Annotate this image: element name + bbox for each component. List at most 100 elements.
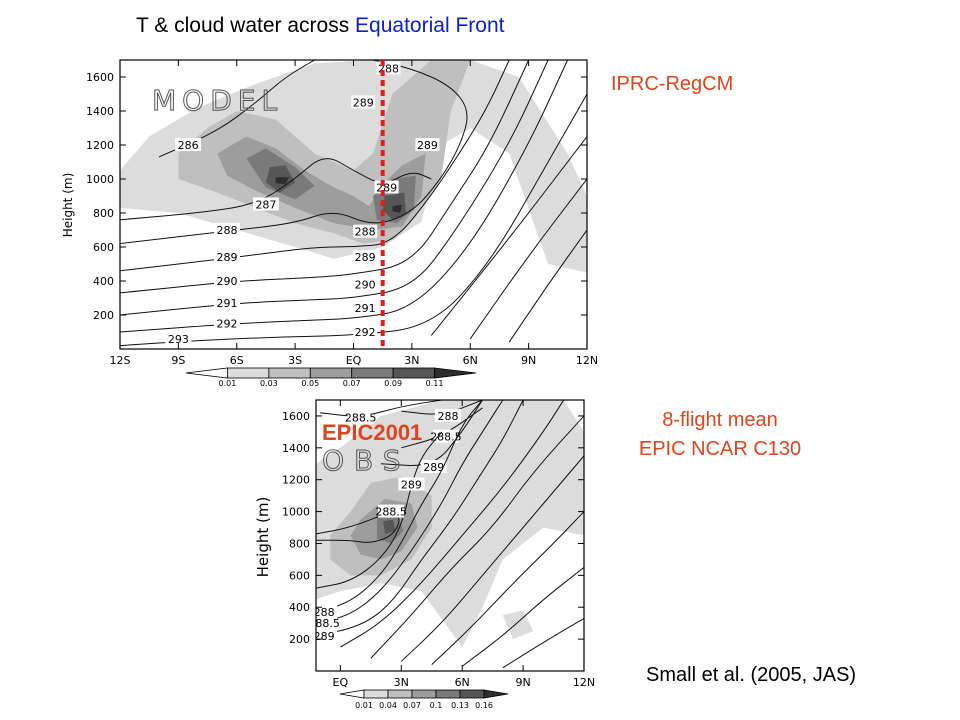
obs-cloud-region-4 [383,519,396,534]
obs-isotherm-label-0: 288.5 [345,412,377,425]
obs-ytick-label-0: 200 [289,633,310,646]
obs-xtick-label-4: 12N [573,676,595,689]
obs-isotherm-10 [370,415,584,659]
obs-isotherm-label-1: 288 [437,410,458,423]
model-extra-label-1: 289 [353,97,374,110]
obs-colorbar-label-0: 0.01 [355,701,373,710]
model-isotherm-4 [120,60,530,294]
obs-xtick-label-0: EQ [333,676,349,689]
obs-panel: 288.5 288288.5289289288.5288288.5289OBSEQ… [254,399,595,710]
model-extra-label-8: 292 [355,326,376,339]
model-isotherm-label-bg-1 [252,197,279,211]
model-extra-label-6: 290 [355,278,376,291]
model-isotherm-label-bg-2 [214,223,241,236]
obs-xtick-label-3: 9N [515,676,530,689]
obs-colorbar-seg-0 [339,689,365,699]
obs-cloud-region-5 [523,455,554,488]
model-isotherm-label-1: 287 [255,199,276,212]
model-isotherm-10 [508,229,587,343]
model-ytick-label-1: 400 [93,275,114,288]
model-ylabel: Height (m) [61,173,75,238]
model-extra-label-bg-2 [415,138,440,151]
obs-isotherm-label-4: 289 [401,478,422,491]
model-extra-label-bg-6 [353,277,378,291]
obs-colorbar-label-4: 0.13 [451,701,469,710]
obs-watermark: OBS [322,444,411,477]
model-isotherm-label-2: 288 [217,224,238,237]
obs-isotherm-12 [431,511,584,665]
obs-colorbar-label-5: 0.16 [475,701,493,710]
model-extra-label-4: 288 [355,226,376,239]
model-ytick-label-0: 200 [93,309,114,322]
obs-ytick-label-1: 400 [289,601,310,614]
obs-ytick-label-4: 1000 [282,506,310,519]
title-highlight: Equatorial Front [355,14,505,37]
obs-isotherm-label-bg-4 [398,477,425,491]
obs-colorbar: 0.01 0.04 0.07 0.1 0.13 0.16 [339,689,509,710]
model-colorbar-label-1: 0.03 [260,379,278,388]
campaign-label: EPIC2001 [322,420,422,445]
obs-isotherm-label-8: 289 [314,630,335,643]
obs-isotherm-13 [461,566,584,667]
obs-ytick-label-2: 600 [289,569,310,582]
model-isotherm-2 [120,60,468,245]
obs-cloud-region-6 [502,610,534,640]
model-xtick-label-2: 6S [230,354,244,367]
obs-colorbar-seg-5 [459,689,485,699]
model-extra-label-bg-7 [353,301,378,315]
title-prefix: T & cloud water across [136,14,356,37]
model-isotherm-label-bg-7 [165,331,192,345]
model-extra-label-bg-5 [353,250,378,264]
model-isotherm-0 [158,60,315,158]
model-extra-label-bg-8 [353,325,378,338]
model-colorbar-seg-1 [227,367,270,379]
model-extra-label-5: 289 [355,251,376,264]
obs-isotherm-2 [401,407,483,449]
obs-colorbar-seg-1 [363,689,389,699]
model-extra-label-bg-3 [374,180,399,194]
model-cloud-region-7 [275,177,290,185]
model-isotherm-label-3: 289 [217,251,238,264]
obs-isotherm-8 [316,400,524,637]
obs-isotherm-14 [502,617,584,669]
model-ytick-label-5: 1200 [86,139,114,152]
obs-xtick-label-1: 3N [394,676,409,689]
model-isotherm-label-bg-4 [214,274,241,287]
obs-isotherm-label-bg-5 [378,504,405,518]
model-colorbar-seg-0 [185,367,228,379]
model-isotherm-label-bg-5 [214,296,241,310]
model-colorbar-seg-5 [392,367,435,379]
obs-label-2: EPIC NCAR C130 [638,438,802,460]
obs-ytick-label-3: 800 [289,537,310,550]
obs-frame [315,399,585,672]
model-plot-area: 2862872882892902912922932882892892892882… [120,60,587,349]
model-xtick-label-1: 9S [171,354,185,367]
model-ytick-label-4: 1000 [86,173,114,186]
obs-cloud-region-0 [316,400,584,648]
obs-isotherm-label-bg-6 [316,605,338,619]
obs-isotherm-label-bg-7 [316,616,338,630]
model-isotherm-9 [469,178,587,340]
model-colorbar-seg-3 [309,367,353,379]
model-isotherm-label-5: 291 [217,297,238,310]
model-isotherm-label-bg-6 [214,316,241,330]
model-isotherm-8 [430,136,587,336]
obs-isotherm-5 [316,513,400,543]
model-colorbar-label-3: 0.07 [343,379,361,388]
obs-colorbar-seg-2 [387,689,413,699]
obs-isotherm-label-3: 289 [423,461,444,474]
model-cloud-region-8 [392,204,403,213]
model-xtick-label-8: 12N [576,354,598,367]
model-ytick-label-7: 1600 [86,71,114,84]
model-isotherm-label-0: 286 [178,139,199,152]
obs-isotherm-label-5: 288.5 [375,506,407,519]
model-colorbar-label-2: 0.05 [301,379,319,388]
obs-colorbar-seg-4 [435,689,461,699]
obs-colorbar-label-1: 0.04 [379,701,397,710]
model-label: IPRC-RegCM [611,73,734,95]
model-isotherm-label-bg-3 [214,250,241,264]
model-colorbar-seg-6 [434,367,477,379]
model-xtick-label-0: 12S [110,354,131,367]
obs-colorbar-label-2: 0.07 [403,701,421,710]
